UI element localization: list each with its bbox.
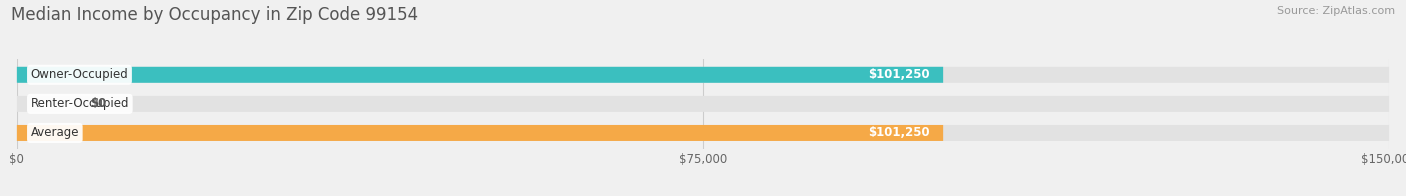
Text: Owner-Occupied: Owner-Occupied	[31, 68, 128, 81]
Text: Median Income by Occupancy in Zip Code 99154: Median Income by Occupancy in Zip Code 9…	[11, 6, 419, 24]
Text: Renter-Occupied: Renter-Occupied	[31, 97, 129, 110]
FancyBboxPatch shape	[17, 125, 1389, 141]
Text: $0: $0	[90, 97, 107, 110]
FancyBboxPatch shape	[17, 67, 943, 83]
FancyBboxPatch shape	[17, 67, 1389, 83]
FancyBboxPatch shape	[17, 96, 1389, 112]
Text: Source: ZipAtlas.com: Source: ZipAtlas.com	[1277, 6, 1395, 16]
Text: Average: Average	[31, 126, 79, 140]
Text: $101,250: $101,250	[868, 126, 929, 140]
FancyBboxPatch shape	[17, 125, 943, 141]
Text: $101,250: $101,250	[868, 68, 929, 81]
